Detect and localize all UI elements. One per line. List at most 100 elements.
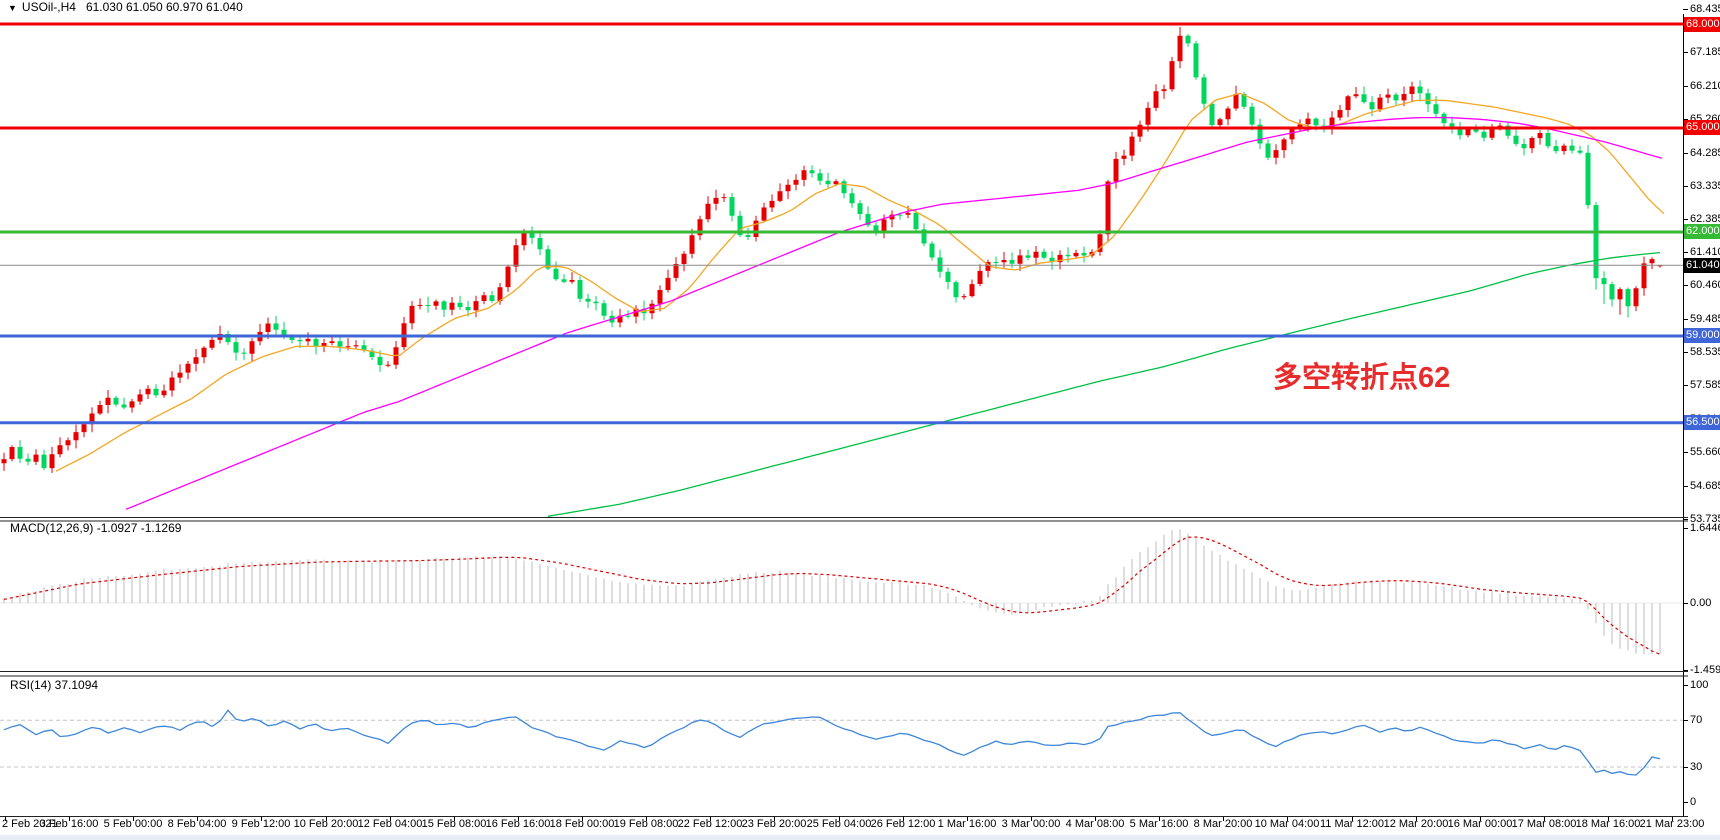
macd-signal-line — [3, 536, 1661, 655]
price-axis-label: 59.485 — [1690, 313, 1720, 326]
price-level-badge: 56.500 — [1684, 415, 1720, 431]
time-axis-label: 10 Feb 20:00 — [293, 818, 359, 830]
time-axis-label: 26 Feb 12:00 — [870, 818, 936, 830]
time-axis-label: 3 Feb 16:00 — [39, 818, 99, 830]
time-axis-label: 17 Mar 08:00 — [1511, 818, 1577, 830]
time-axis-label: 19 Feb 08:00 — [613, 818, 679, 830]
time-axis-label: 10 Mar 04:00 — [1254, 818, 1320, 830]
axis-tick-mark — [1683, 685, 1688, 686]
price-axis-label: 62.385 — [1690, 212, 1720, 225]
axis-tick-mark — [1683, 802, 1688, 803]
time-axis-tick — [197, 817, 198, 821]
price-axis-label: 61.410 — [1690, 246, 1720, 259]
time-axis-tick — [1416, 817, 1417, 821]
time-axis-tick — [903, 817, 904, 821]
time-axis-label: 9 Feb 12:00 — [231, 818, 291, 830]
chart-annotation-text: 多空转折点62 — [1273, 362, 1451, 394]
price-axis-label: 55.660 — [1690, 445, 1720, 458]
macd-panel[interactable] — [0, 521, 1683, 671]
time-axis-label: 8 Feb 04:00 — [167, 818, 227, 830]
price-level-badge: 59.000 — [1684, 328, 1720, 344]
price-axis-label: 64.285 — [1690, 146, 1720, 159]
time-axis-tick — [1672, 817, 1673, 821]
axis-tick-mark — [1683, 252, 1688, 253]
time-axis-tick — [1159, 817, 1160, 821]
axis-tick-mark — [1683, 86, 1688, 87]
price-level-badge: 62.000 — [1684, 224, 1720, 240]
time-axis-label: 18 Feb 00:00 — [549, 818, 615, 830]
macd-indicator-label: MACD(12,26,9) -1.0927 -1.1269 — [10, 521, 182, 535]
rsi-axis-label: 30 — [1690, 760, 1703, 773]
time-axis-label: 8 Mar 20:00 — [1193, 818, 1253, 830]
time-axis-tick — [1031, 817, 1032, 821]
axis-tick-mark — [1683, 767, 1688, 768]
axis-tick-mark — [1683, 352, 1688, 353]
price-level-badge: 68.000 — [1684, 16, 1720, 32]
time-axis-label: 25 Feb 04:00 — [806, 818, 872, 830]
time-axis-tick — [1095, 817, 1096, 821]
time-axis-tick — [5, 817, 6, 821]
time-axis-tick — [839, 817, 840, 821]
price-axis-label: 60.460 — [1690, 279, 1720, 292]
time-axis-label: 21 Mar 23:00 — [1639, 818, 1705, 830]
axis-tick-mark — [1683, 219, 1688, 220]
time-axis-tick — [1223, 817, 1224, 821]
price-axis-label: 66.210 — [1690, 80, 1720, 93]
ohlc-values: 61.030 61.050 60.970 61.040 — [85, 0, 243, 14]
axis-tick-mark — [1683, 670, 1688, 671]
axis-tick-mark — [1683, 452, 1688, 453]
time-axis-label: 23 Feb 20:00 — [741, 818, 807, 830]
axis-tick-mark — [1683, 119, 1688, 120]
time-axis-tick — [261, 817, 262, 821]
time-axis-tick — [710, 817, 711, 821]
fast-ma-orange — [55, 92, 1665, 472]
time-axis-tick — [967, 817, 968, 821]
axis-tick-mark — [1683, 153, 1688, 154]
axis-tick-mark — [1683, 9, 1688, 10]
rsi-axis-label: 0 — [1690, 796, 1697, 808]
time-axis-label: 11 Mar 12:00 — [1319, 818, 1385, 830]
macd-axis-label: -1.4594 — [1690, 663, 1720, 676]
time-axis-tick — [326, 817, 327, 821]
time-axis-tick — [1544, 817, 1545, 821]
time-axis-label: 15 Feb 08:00 — [421, 818, 487, 830]
bid-price-badge: 61.040 — [1684, 257, 1720, 273]
time-axis-tick — [1287, 817, 1288, 821]
time-axis-label: 4 Mar 08:00 — [1065, 818, 1125, 830]
time-axis-label: 2 Feb 2021 — [2, 818, 58, 830]
time-axis-label: 1 Mar 16:00 — [937, 818, 997, 830]
symbol-timeframe-label: USOil-,H4 — [21, 0, 76, 14]
time-axis-tick — [133, 817, 134, 821]
axis-tick-mark — [1683, 385, 1688, 386]
time-axis-label: 16 Mar 00:00 — [1447, 818, 1513, 830]
price-axis-label: 68.435 — [1690, 2, 1720, 15]
rsi-panel[interactable] — [0, 676, 1683, 816]
time-axis-label: 5 Feb 00:00 — [103, 818, 163, 830]
axis-tick-mark — [1683, 186, 1688, 187]
time-axis-label: 5 Mar 16:00 — [1129, 818, 1189, 830]
axis-tick-mark — [1683, 720, 1688, 721]
time-axis-label: 3 Mar 00:00 — [1001, 818, 1061, 830]
time-axis-tick — [518, 817, 519, 821]
window-bottom-edge — [0, 835, 1720, 840]
macd-histogram — [3, 529, 1661, 655]
time-axis-label: 12 Feb 04:00 — [357, 818, 423, 830]
symbol-dropdown-icon[interactable]: ▼ — [8, 3, 17, 13]
macd-axis-label: 1.6446 — [1690, 522, 1720, 534]
rsi-axis-label: 100 — [1690, 679, 1709, 692]
time-axis-tick — [774, 817, 775, 821]
price-level-badge: 65.000 — [1684, 120, 1720, 136]
rsi-indicator-label: RSI(14) 37.1094 — [10, 678, 99, 692]
time-axis-tick — [1352, 817, 1353, 821]
time-axis-tick — [454, 817, 455, 821]
axis-tick-mark — [1683, 603, 1688, 604]
axis-tick-mark — [1683, 486, 1688, 487]
time-axis-label: 12 Mar 20:00 — [1383, 818, 1449, 830]
axis-tick-mark — [1683, 285, 1688, 286]
time-axis-tick — [1608, 817, 1609, 821]
slow-ma-green — [547, 251, 1661, 517]
time-axis-tick — [582, 817, 583, 821]
axis-tick-mark — [1683, 319, 1688, 320]
time-axis-tick — [69, 817, 70, 821]
